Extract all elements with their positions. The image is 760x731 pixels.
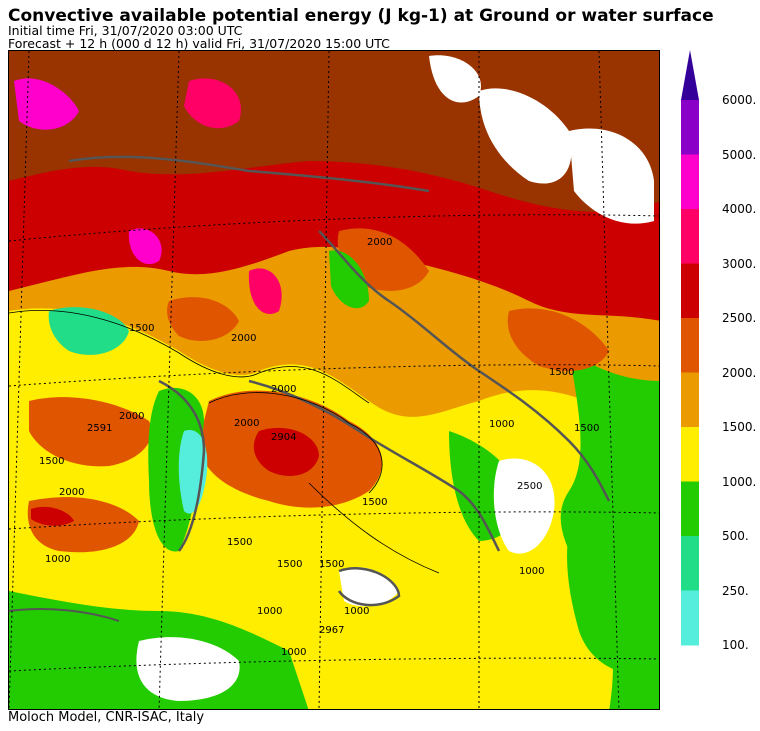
colorbar-swatch	[681, 536, 699, 591]
model-credit: Moloch Model, CNR-ISAC, Italy	[8, 710, 205, 725]
colorbar-label: 100.	[722, 638, 749, 652]
colorbar	[679, 50, 759, 660]
colorbar-label: 500.	[722, 529, 749, 543]
colorbar-label: 6000.	[722, 93, 757, 107]
colorbar-label: 5000.	[722, 147, 757, 162]
colorbar-swatch	[681, 590, 699, 646]
colorbar-label: 250.	[722, 583, 749, 598]
colorbar-swatch	[681, 263, 699, 319]
colorbar-arrow	[681, 50, 699, 100]
colorbar-swatch	[681, 427, 699, 482]
forecast-time: Forecast + 12 h (000 d 12 h) valid Fri, …	[8, 36, 390, 51]
map-title: Convective available potential energy (J…	[8, 6, 714, 26]
cape-field	[9, 51, 659, 709]
initial-time: Initial time Fri, 31/07/2020 03:00 UTC	[8, 23, 243, 38]
colorbar-label: 1000.	[722, 474, 757, 489]
colorbar-swatches	[681, 50, 699, 646]
colorbar-swatch	[681, 209, 699, 264]
colorbar-label: 3000.	[722, 256, 757, 271]
colorbar-swatch	[681, 481, 699, 537]
colorbar-label: 4000.	[722, 202, 757, 216]
colorbar-swatch	[681, 372, 699, 428]
colorbar-swatch	[681, 318, 699, 373]
colorbar-label: 1500.	[722, 420, 757, 434]
colorbar-label: 2000.	[722, 365, 757, 380]
cape-map: 2000 1500 2000 1500 1500 2000 2000 2591 …	[8, 50, 660, 710]
colorbar-swatch	[681, 154, 699, 210]
colorbar-label: 2500.	[722, 311, 757, 325]
colorbar-swatch	[681, 100, 699, 155]
